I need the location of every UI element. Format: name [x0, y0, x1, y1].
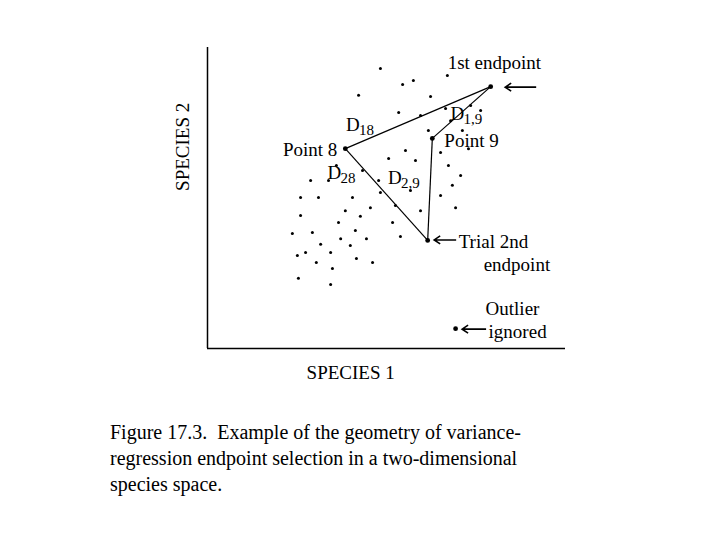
svg-text:1st endpoint: 1st endpoint [448, 52, 542, 73]
html-text:species space.: species space. [110, 473, 223, 495]
svg-text:SPECIES 1: SPECIES 1 [307, 362, 395, 383]
svg-text:D: D [388, 167, 402, 188]
svg-text:D: D [328, 162, 342, 183]
svg-text:2,9: 2,9 [401, 175, 420, 191]
svg-text:Trial 2nd: Trial 2nd [459, 231, 529, 252]
svg-text:28: 28 [341, 170, 356, 186]
svg-text:18: 18 [359, 122, 374, 138]
svg-text:ignored: ignored [489, 321, 548, 342]
svg-text:SPECIES 2: SPECIES 2 [172, 103, 193, 191]
svg-text:Outlier: Outlier [486, 298, 540, 319]
html-text:regression endpoint selection: regression endpoint selection in a two-d… [110, 447, 518, 469]
svg-text:D: D [346, 114, 360, 135]
svg-text:endpoint: endpoint [484, 254, 551, 275]
svg-text:Point 8: Point 8 [283, 139, 337, 160]
svg-text:1,9: 1,9 [464, 111, 483, 127]
svg-text:Point 9: Point 9 [444, 130, 498, 151]
html-text:Figure 17.3. Example of the ge: Figure 17.3. Example of the geometry of … [110, 421, 521, 443]
svg-text:D: D [451, 103, 465, 124]
